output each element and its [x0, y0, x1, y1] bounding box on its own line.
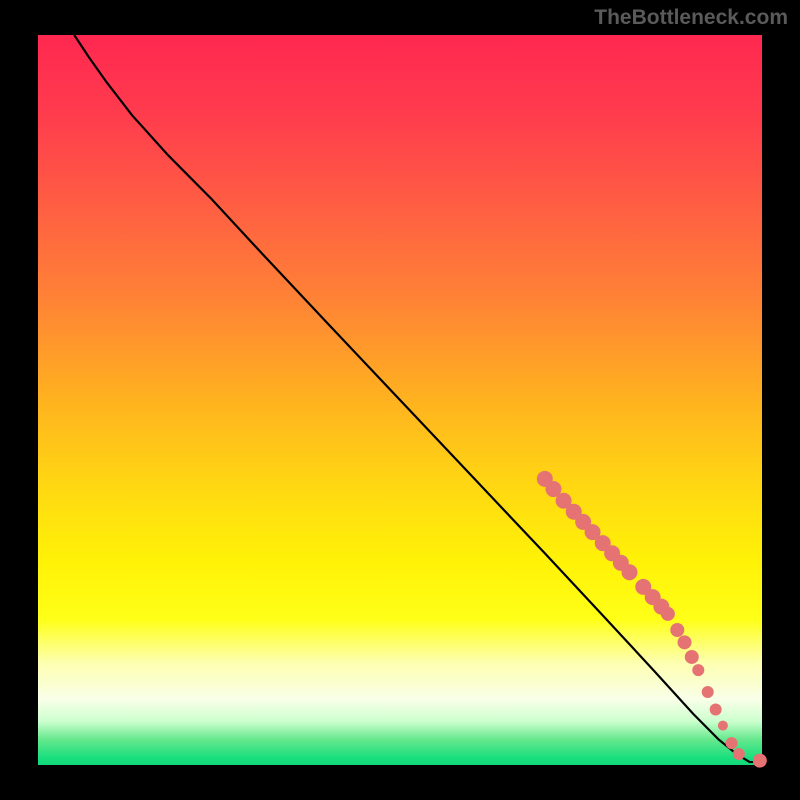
- data-marker: [726, 737, 738, 749]
- data-marker: [710, 704, 722, 716]
- data-marker: [622, 564, 638, 580]
- bottleneck-chart: TheBottleneck.com: [0, 0, 800, 800]
- data-marker: [661, 607, 675, 621]
- watermark-text: TheBottleneck.com: [594, 6, 788, 30]
- data-marker: [753, 754, 767, 768]
- data-marker: [718, 721, 728, 731]
- data-marker: [702, 686, 714, 698]
- chart-canvas: [0, 0, 800, 800]
- data-marker: [733, 748, 745, 760]
- data-marker: [685, 650, 699, 664]
- data-marker: [670, 623, 684, 637]
- data-marker: [692, 664, 704, 676]
- data-marker: [678, 635, 692, 649]
